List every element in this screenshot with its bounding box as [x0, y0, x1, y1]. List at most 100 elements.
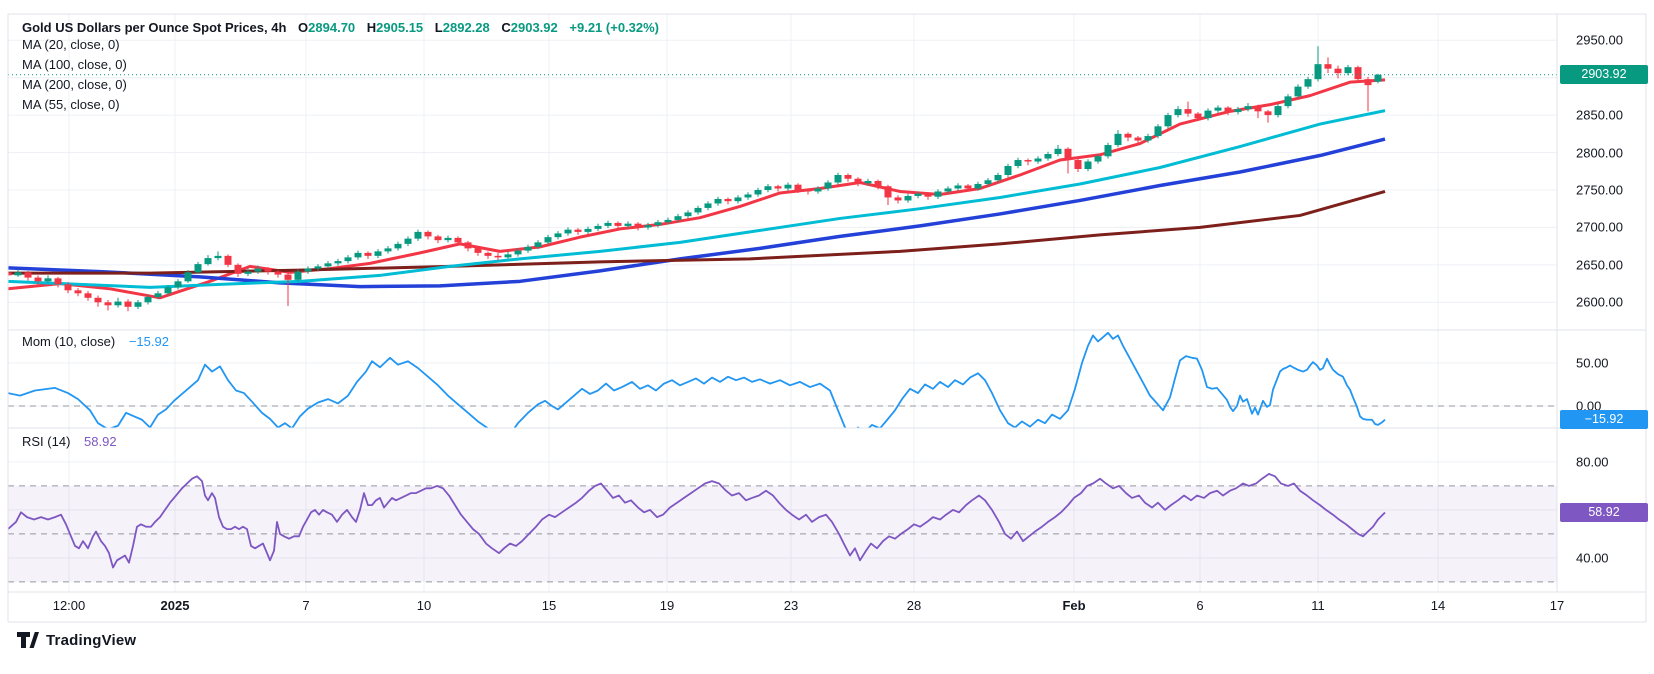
candle	[364, 252, 372, 256]
candle	[564, 229, 572, 234]
candle	[1004, 166, 1012, 175]
candle	[594, 225, 602, 229]
candle	[604, 222, 612, 226]
ma-20-legend[interactable]: MA (20, close, 0)	[22, 37, 120, 52]
candle	[164, 287, 172, 294]
candle	[1124, 133, 1132, 138]
time-label-17: 17	[1549, 598, 1565, 613]
momentum-label: Mom (10, close)	[22, 334, 116, 349]
candle	[504, 254, 512, 258]
candle	[534, 242, 542, 247]
rsi-label: RSI (14)	[22, 434, 71, 449]
rsi-tick: 40.00	[1576, 550, 1609, 566]
candle	[644, 225, 652, 228]
candle	[44, 278, 52, 282]
ohlc-close-value: 2903.92	[510, 20, 558, 35]
time-label-6: 6	[1196, 598, 1204, 613]
momentum-legend[interactable]: Mom (10, close) −15.92	[22, 334, 169, 349]
rsi-tick: 80.00	[1576, 454, 1609, 470]
symbol-title-row[interactable]: Gold US Dollars per Ounce Spot Prices, 4…	[22, 20, 659, 35]
candle	[484, 252, 492, 256]
ma-55-legend[interactable]: MA (55, close, 0)	[22, 97, 120, 112]
candle	[414, 231, 422, 239]
time-label-15: 15	[541, 598, 557, 613]
momentum-tick: 0.00	[1576, 398, 1602, 414]
candle	[1014, 160, 1022, 167]
candle	[84, 293, 92, 298]
momentum-line	[8, 332, 1386, 428]
candle	[544, 237, 552, 243]
candle	[674, 216, 682, 220]
rsi-pane	[8, 473, 1557, 583]
candle	[1034, 158, 1042, 162]
tradingview-logo-icon	[17, 632, 39, 648]
candle	[1334, 68, 1342, 74]
candle	[1164, 115, 1172, 127]
candle	[854, 178, 862, 184]
candle	[464, 242, 472, 249]
candle	[314, 266, 322, 269]
time-label-11: 11	[1311, 598, 1325, 613]
momentum-pane	[8, 332, 1557, 428]
candle	[1094, 156, 1102, 162]
candle	[684, 212, 692, 217]
candle	[424, 231, 432, 237]
candle	[224, 255, 232, 265]
candle	[94, 297, 102, 303]
ma-200-close-0-line	[8, 190, 1386, 275]
rsi-line	[8, 473, 1386, 569]
candle	[1244, 106, 1252, 110]
candle	[894, 197, 902, 201]
candle	[294, 271, 302, 280]
rsi-legend[interactable]: RSI (14) 58.92	[22, 434, 117, 449]
time-label-23: 23	[783, 598, 799, 613]
candle	[194, 264, 202, 273]
candle	[34, 277, 42, 282]
momentum-tick: 50.00	[1576, 355, 1609, 371]
tradingview-attribution[interactable]: TradingView	[16, 629, 136, 651]
candle	[1254, 106, 1262, 112]
candle	[204, 258, 212, 265]
candle	[1204, 110, 1212, 119]
candle	[1114, 133, 1122, 146]
candle	[1104, 145, 1112, 157]
price-tick: 2600.00	[1576, 294, 1623, 310]
price-tick: 2850.00	[1576, 107, 1623, 123]
candle	[64, 284, 72, 291]
candle	[1304, 79, 1312, 87]
candle	[1224, 107, 1232, 113]
ohlc-low-value: 2892.28	[442, 20, 490, 35]
candle	[334, 261, 342, 264]
rsi-value-badge: 58.92	[1560, 503, 1648, 522]
time-label-7: 7	[302, 598, 310, 613]
candle	[1074, 160, 1082, 170]
ma-200-legend[interactable]: MA (200, close, 0)	[22, 77, 127, 92]
candle	[974, 183, 982, 189]
candle	[174, 281, 182, 288]
candles-layer	[8, 46, 1382, 312]
candle	[834, 174, 842, 183]
ma-100-legend[interactable]: MA (100, close, 0)	[22, 57, 127, 72]
symbol-title: Gold US Dollars per Ounce Spot Prices, 4…	[22, 20, 287, 35]
time-label-2025: 2025	[160, 598, 190, 613]
candle	[274, 271, 282, 275]
candle	[754, 189, 762, 195]
momentum-value-badge: −15.92	[1560, 410, 1648, 430]
candle	[994, 174, 1002, 181]
candle	[1184, 109, 1192, 114]
candle	[374, 251, 382, 256]
candle	[574, 229, 582, 232]
candle	[1314, 64, 1322, 80]
candle	[824, 182, 832, 189]
candle	[154, 293, 162, 298]
candle	[764, 186, 772, 190]
candle	[864, 180, 872, 184]
candle	[1134, 137, 1142, 141]
chart-legend[interactable]: Gold US Dollars per Ounce Spot Prices, 4…	[22, 20, 659, 115]
candle	[1294, 86, 1302, 97]
candle	[304, 268, 312, 272]
ohlc-change: +9.21 (+0.32%)	[569, 20, 660, 35]
candle	[904, 195, 912, 201]
candle	[104, 302, 112, 306]
